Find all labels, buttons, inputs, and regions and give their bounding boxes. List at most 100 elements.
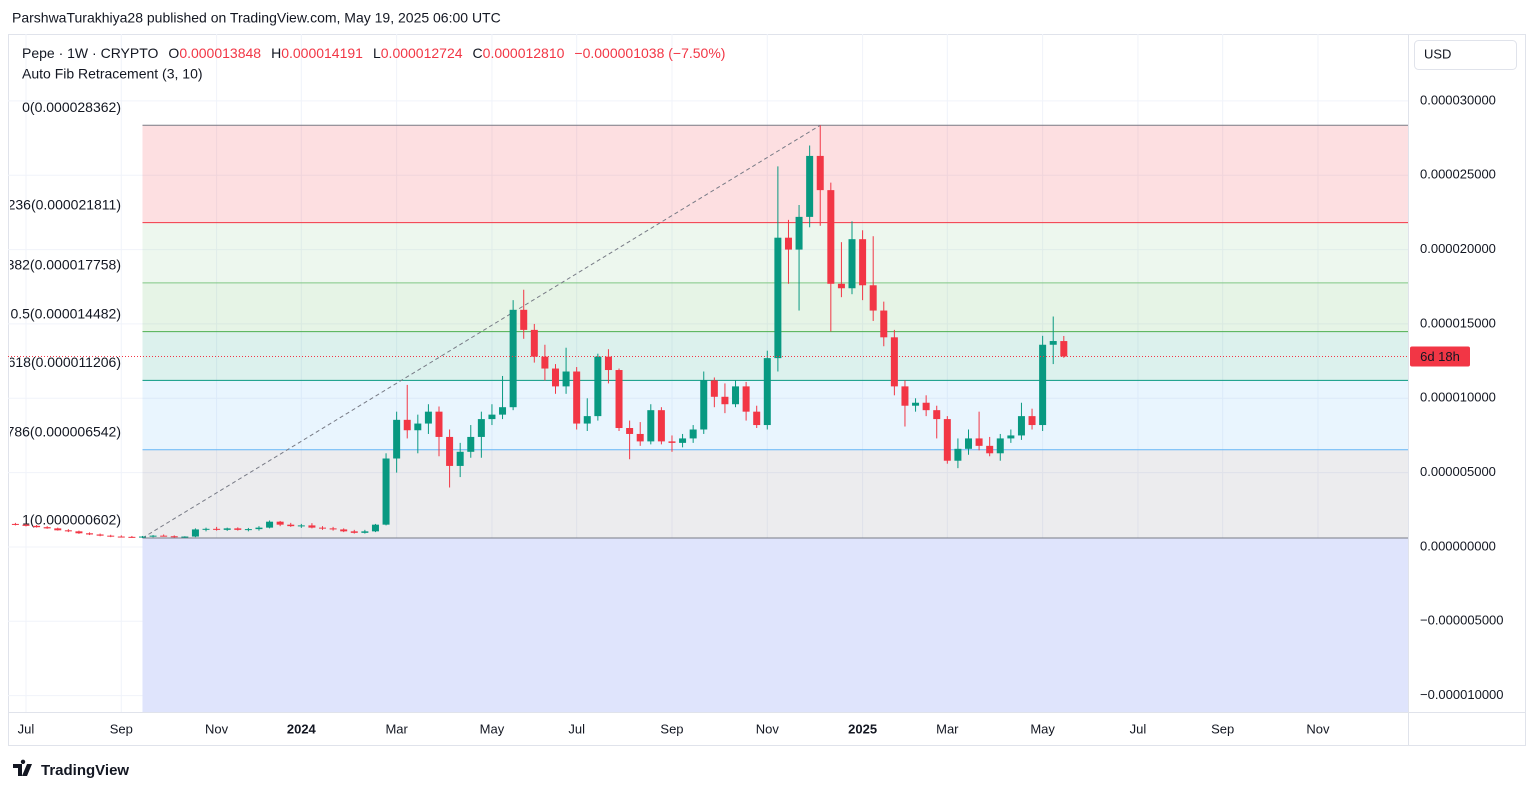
candle-body <box>753 411 761 426</box>
candle-body <box>33 525 41 528</box>
candle-body <box>880 310 888 338</box>
candle-body <box>520 309 528 330</box>
candle-body <box>213 528 221 530</box>
logo[interactable]: TradingView <box>13 759 129 779</box>
candle-body <box>287 524 295 527</box>
candle-body <box>986 445 994 454</box>
candle-body <box>774 237 782 359</box>
change: −0.000001038 (−7.50%) <box>574 45 725 61</box>
x-tick-label: Sep <box>660 721 683 736</box>
candle-body <box>329 528 337 530</box>
candle-body <box>859 239 867 286</box>
candle-body <box>1049 341 1057 345</box>
candle-body <box>202 528 210 530</box>
ohlc-key: L <box>373 45 381 61</box>
candle-body <box>22 524 30 526</box>
fib-label: 0.786(0.000006542) <box>0 423 121 439</box>
candle-body <box>657 410 665 442</box>
countdown-box <box>1410 346 1470 367</box>
candle-body <box>901 386 909 406</box>
x-tick-label: Nov <box>1306 721 1330 736</box>
candle-body <box>933 410 941 420</box>
candle-body <box>848 239 856 289</box>
x-tick-label: May <box>480 721 505 736</box>
candle-body <box>1007 435 1015 439</box>
x-tick-label: Nov <box>205 721 229 736</box>
candle-body <box>1017 416 1025 436</box>
candle-body <box>170 536 178 538</box>
y-tick-label: 0.000000000 <box>1420 538 1496 553</box>
candle-body <box>149 535 157 537</box>
fib-band <box>142 125 1408 223</box>
candle-body <box>996 438 1004 454</box>
currency[interactable]: USD <box>1424 46 1451 61</box>
candle-body <box>975 438 983 446</box>
candle-body <box>679 438 687 443</box>
candle-body <box>340 529 348 532</box>
candle-body <box>477 419 485 437</box>
symbol: Pepe · 1W · CRYPTO <box>22 45 159 61</box>
candle-body <box>191 529 199 537</box>
fib-label: 0.5(0.000014482) <box>10 305 121 321</box>
candle-body <box>668 441 676 443</box>
indicator-name: Auto Fib Retracement (3, 10) <box>22 66 203 82</box>
x-tick-label: Jul <box>18 721 35 736</box>
x-tick-label: Jul <box>1130 721 1147 736</box>
candle-body <box>255 527 263 530</box>
y-tick-label: 0.000020000 <box>1420 241 1496 256</box>
y-tick-label: 0.000030000 <box>1420 92 1496 107</box>
logo-icon <box>13 759 32 776</box>
ohlc-key: H <box>271 45 281 61</box>
candle-body <box>64 530 72 532</box>
ohlc-value: 0.000013848 <box>179 45 261 61</box>
candle-body <box>784 237 792 250</box>
candle-body <box>382 458 390 525</box>
candle-body <box>424 411 432 424</box>
y-tick-label: 0.000015000 <box>1420 315 1496 330</box>
candle-body <box>234 528 242 530</box>
candle-body <box>721 396 729 405</box>
candle-body <box>414 423 422 431</box>
y-tick-label: −0.000005000 <box>1420 613 1504 628</box>
candle-body <box>530 329 538 357</box>
candle-body <box>541 356 549 369</box>
ohlc-key: C <box>473 45 483 61</box>
candle-body <box>467 436 475 452</box>
candle-body <box>806 155 814 217</box>
fib-label: 0.618(0.000011206) <box>0 354 121 370</box>
axes: 0.000030000 0.000025000 0.000020000 0.00001… <box>18 92 1504 736</box>
candle-body <box>456 451 464 466</box>
candle-body <box>816 155 824 191</box>
candle-body <box>11 523 19 525</box>
candle-body <box>742 386 750 412</box>
currency-button[interactable] <box>1414 40 1517 70</box>
candle-body <box>604 356 612 371</box>
fib-band <box>142 380 1408 450</box>
candle-body <box>138 536 146 538</box>
x-tick-label: Sep <box>110 721 133 736</box>
candle-body <box>647 410 655 442</box>
candle-body <box>583 416 591 424</box>
symbol-header: Pepe · 1W · CRYPTO O0.000013848 H0.0000141… <box>22 45 725 61</box>
x-tick-label: Sep <box>1211 721 1234 736</box>
candle-body <box>869 285 877 311</box>
ohlc-value: 0.000012724 <box>381 45 463 61</box>
candle-body <box>223 528 231 530</box>
y-tick-label: −0.000010000 <box>1420 687 1504 702</box>
candle-body <box>308 525 316 528</box>
candle-body <box>1060 341 1068 357</box>
fib-trend-line <box>142 124 821 539</box>
fib-label: 0.236(0.000021811) <box>0 196 121 212</box>
x-tick-label: Mar <box>936 721 959 736</box>
candle-body <box>371 524 379 532</box>
candle-body <box>1039 344 1047 426</box>
candle-body <box>573 371 581 424</box>
candle-body <box>700 380 708 430</box>
candle-body <box>943 419 951 461</box>
candle-body <box>266 521 274 528</box>
candle-body <box>795 216 803 250</box>
x-tick-label: Nov <box>756 721 780 736</box>
candle-body <box>54 528 62 531</box>
candle-body <box>96 534 104 536</box>
